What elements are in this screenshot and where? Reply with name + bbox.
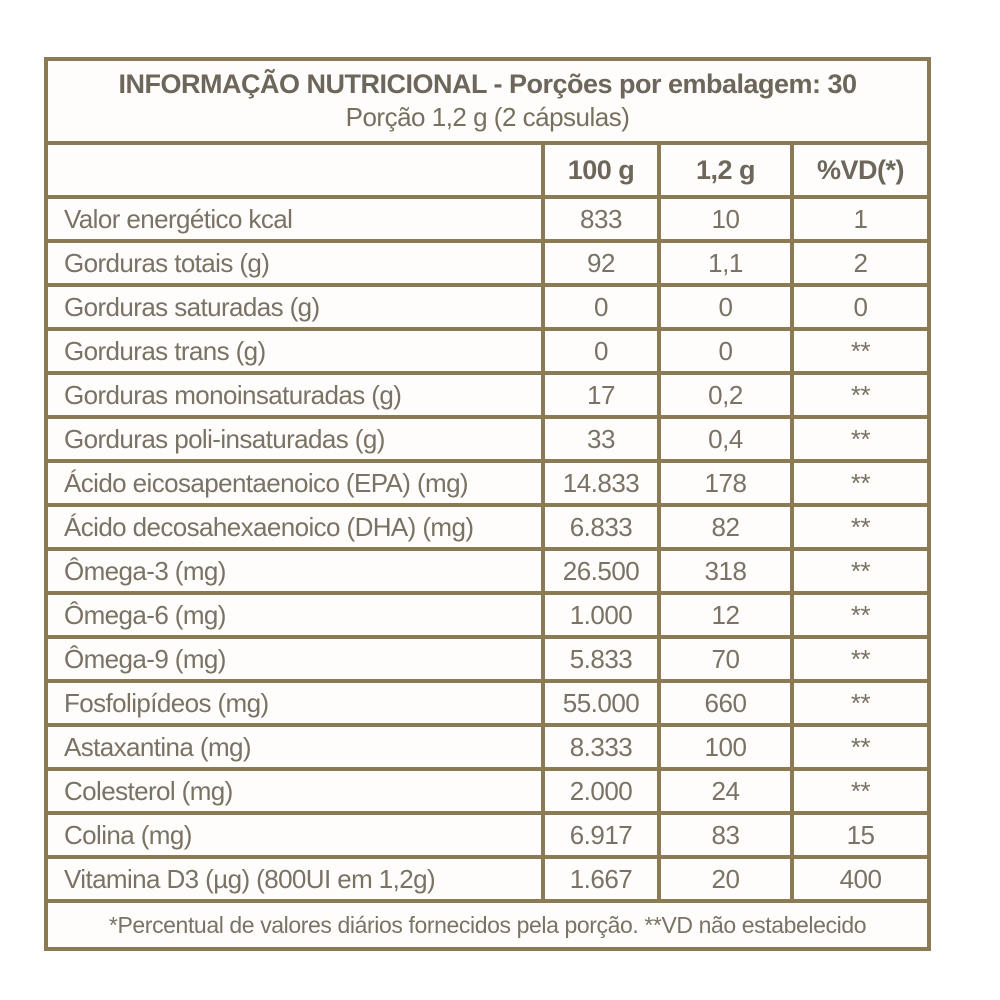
value-per-portion: 318: [657, 547, 794, 595]
table-row: Ácido decosahexaenoico (DHA) (mg) 6.833 …: [44, 503, 932, 551]
table-row: Astaxantina (mg) 8.333 100 **: [44, 723, 932, 771]
table-row: Gorduras trans (g) 0 0 **: [44, 327, 932, 375]
table-row: Ômega-3 (mg) 26.500 318 **: [44, 547, 932, 595]
nutrient-name: Fosfolipídeos (mg): [44, 679, 545, 727]
value-percent-dv: **: [789, 635, 932, 683]
table-row: Fosfolipídeos (mg) 55.000 660 **: [44, 679, 932, 727]
value-percent-dv: 2: [789, 239, 932, 287]
nutrient-name: Colesterol (mg): [44, 767, 545, 815]
nutrient-name: Gorduras poli-insaturadas (g): [44, 415, 545, 463]
value-per-portion: 660: [657, 679, 794, 727]
value-per-portion: 0,2: [657, 371, 794, 419]
nutrient-name: Gorduras monoinsaturadas (g): [44, 371, 545, 419]
nutrient-name: Gorduras trans (g): [44, 327, 545, 375]
value-per-100g: 1.667: [541, 855, 661, 903]
nutrient-name: Valor energético kcal: [44, 195, 545, 243]
value-percent-dv: **: [789, 415, 932, 463]
value-per-100g: 55.000: [541, 679, 661, 727]
table-title: INFORMAÇÃO NUTRICIONAL - Porções por emb…: [118, 69, 857, 99]
value-percent-dv: **: [789, 679, 932, 727]
value-per-100g: 6.917: [541, 811, 661, 859]
nutrient-name: Ômega-3 (mg): [44, 547, 545, 595]
value-per-100g: 5.833: [541, 635, 661, 683]
value-per-100g: 17: [541, 371, 661, 419]
table-row: Gorduras monoinsaturadas (g) 17 0,2 **: [44, 371, 932, 419]
value-per-portion: 83: [657, 811, 794, 859]
title-row: INFORMAÇÃO NUTRICIONAL - Porções por emb…: [43, 57, 932, 145]
nutrient-name: Gorduras totais (g): [44, 239, 545, 287]
value-per-portion: 0: [657, 327, 794, 375]
column-header-100g: 100 g: [541, 141, 661, 199]
value-per-portion: 20: [657, 855, 794, 903]
value-per-100g: 6.833: [541, 503, 661, 551]
value-per-portion: 100: [657, 723, 794, 771]
column-header-portion: 1,2 g: [657, 141, 794, 199]
nutrient-name: Ácido decosahexaenoico (DHA) (mg): [44, 503, 545, 551]
value-per-100g: 26.500: [541, 547, 661, 595]
value-per-100g: 1.000: [541, 591, 661, 639]
table-row: Ômega-9 (mg) 5.833 70 **: [44, 635, 932, 683]
table-title-cell: INFORMAÇÃO NUTRICIONAL - Porções por emb…: [43, 57, 932, 145]
value-percent-dv: 0: [789, 283, 932, 331]
value-per-100g: 8.333: [541, 723, 661, 771]
serving-size: Porção 1,2 g (2 cápsulas): [345, 102, 630, 132]
nutrient-name: Colina (mg): [44, 811, 545, 859]
footnote-row: *Percentual de valores diários fornecido…: [43, 899, 932, 951]
column-header-empty: [44, 141, 545, 199]
value-percent-dv: **: [789, 723, 932, 771]
value-per-100g: 0: [541, 327, 661, 375]
value-percent-dv: **: [789, 327, 932, 375]
column-header-row: 100 g 1,2 g %VD(*): [44, 141, 932, 199]
value-per-100g: 833: [541, 195, 661, 243]
value-per-100g: 33: [541, 415, 661, 463]
nutrient-name: Ômega-9 (mg): [44, 635, 545, 683]
table-row: Gorduras poli-insaturadas (g) 33 0,4 **: [44, 415, 932, 463]
value-percent-dv: 15: [789, 811, 932, 859]
value-percent-dv: 400: [789, 855, 932, 903]
value-percent-dv: **: [789, 767, 932, 815]
nutrient-name: Astaxantina (mg): [44, 723, 545, 771]
table-row: Ácido eicosapentaenoico (EPA) (mg) 14.83…: [44, 459, 932, 507]
table-row: Ômega-6 (mg) 1.000 12 **: [44, 591, 932, 639]
table-row: Gorduras saturadas (g) 0 0 0: [44, 283, 932, 331]
value-per-100g: 2.000: [541, 767, 661, 815]
footnote: *Percentual de valores diários fornecido…: [43, 899, 932, 951]
value-percent-dv: **: [789, 591, 932, 639]
value-per-portion: 24: [657, 767, 794, 815]
value-percent-dv: **: [789, 503, 932, 551]
value-per-100g: 92: [541, 239, 661, 287]
table-row: Valor energético kcal 833 10 1: [44, 195, 932, 243]
value-per-portion: 1,1: [657, 239, 794, 287]
value-per-portion: 10: [657, 195, 794, 243]
value-percent-dv: **: [789, 459, 932, 507]
value-per-100g: 0: [541, 283, 661, 331]
nutrient-name: Ômega-6 (mg): [44, 591, 545, 639]
value-per-100g: 14.833: [541, 459, 661, 507]
nutrient-name: Gorduras saturadas (g): [44, 283, 545, 331]
nutrient-name: Vitamina D3 (µg) (800UI em 1,2g): [44, 855, 545, 903]
value-per-portion: 82: [657, 503, 794, 551]
value-per-portion: 0,4: [657, 415, 794, 463]
value-per-portion: 178: [657, 459, 794, 507]
nutrient-name: Ácido eicosapentaenoico (EPA) (mg): [44, 459, 545, 507]
nutrition-facts-table: INFORMAÇÃO NUTRICIONAL - Porções por emb…: [43, 57, 932, 951]
value-percent-dv: **: [789, 547, 932, 595]
table-row: Vitamina D3 (µg) (800UI em 1,2g) 1.667 2…: [44, 855, 932, 903]
column-header-vd: %VD(*): [789, 141, 932, 199]
table-row: Gorduras totais (g) 92 1,1 2: [44, 239, 932, 287]
value-percent-dv: **: [789, 371, 932, 419]
table-row: Colesterol (mg) 2.000 24 **: [44, 767, 932, 815]
value-per-portion: 0: [657, 283, 794, 331]
value-percent-dv: 1: [789, 195, 932, 243]
value-per-portion: 12: [657, 591, 794, 639]
value-per-portion: 70: [657, 635, 794, 683]
table-row: Colina (mg) 6.917 83 15: [44, 811, 932, 859]
